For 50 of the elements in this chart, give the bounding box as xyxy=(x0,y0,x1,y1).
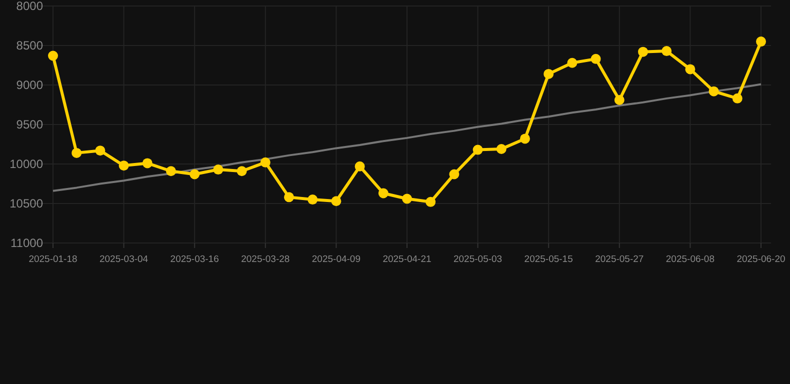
point xyxy=(756,36,766,47)
y-tick-label: 8000 xyxy=(16,0,44,14)
point xyxy=(72,148,82,158)
point xyxy=(378,188,388,198)
point xyxy=(331,196,342,206)
point xyxy=(354,161,365,172)
x-tick-label: 2025-03-16 xyxy=(170,254,219,265)
point xyxy=(213,164,224,175)
x-tick-label: 2025-03-04 xyxy=(99,254,148,265)
point xyxy=(496,144,506,154)
point xyxy=(708,86,719,96)
y-tick-label: 8500 xyxy=(16,38,44,53)
x-tick-label: 2025-05-15 xyxy=(524,254,573,265)
point xyxy=(260,157,270,168)
point xyxy=(685,64,696,74)
y-tick-label: 10000 xyxy=(10,157,44,172)
x-tick-label: 2025-04-21 xyxy=(382,254,432,265)
x-tick-label: 2025-03-28 xyxy=(241,254,290,265)
point xyxy=(284,192,294,202)
point xyxy=(118,160,129,171)
point xyxy=(732,93,742,104)
y-tick-label: 11000 xyxy=(10,236,44,250)
point xyxy=(402,194,412,204)
point xyxy=(48,50,58,61)
point xyxy=(449,169,460,180)
point xyxy=(520,134,530,144)
y-tick-label: 9000 xyxy=(16,78,44,92)
x-tick-label: 2025-04-09 xyxy=(312,254,361,265)
y-tick-label: 9500 xyxy=(16,118,44,132)
point xyxy=(472,144,483,155)
point xyxy=(590,54,601,64)
x-tick-label: 2025-05-03 xyxy=(453,254,502,265)
point xyxy=(308,194,318,205)
point xyxy=(638,46,648,57)
point xyxy=(166,166,176,176)
point xyxy=(662,46,672,56)
x-tick-label: 2025-06-08 xyxy=(666,254,715,265)
point xyxy=(614,95,624,106)
point xyxy=(190,169,200,180)
y-tick-label: 10500 xyxy=(10,196,44,211)
point xyxy=(544,68,554,79)
point xyxy=(142,158,152,168)
x-tick-label: 2025-06-20 xyxy=(736,254,786,265)
point xyxy=(426,196,436,207)
x-tick-label: 2025-05-27 xyxy=(595,254,644,265)
x-tick-label: 2025-01-18 xyxy=(28,254,78,265)
line-series xyxy=(52,83,762,192)
point xyxy=(567,58,578,68)
point xyxy=(236,166,247,176)
point xyxy=(95,146,106,156)
